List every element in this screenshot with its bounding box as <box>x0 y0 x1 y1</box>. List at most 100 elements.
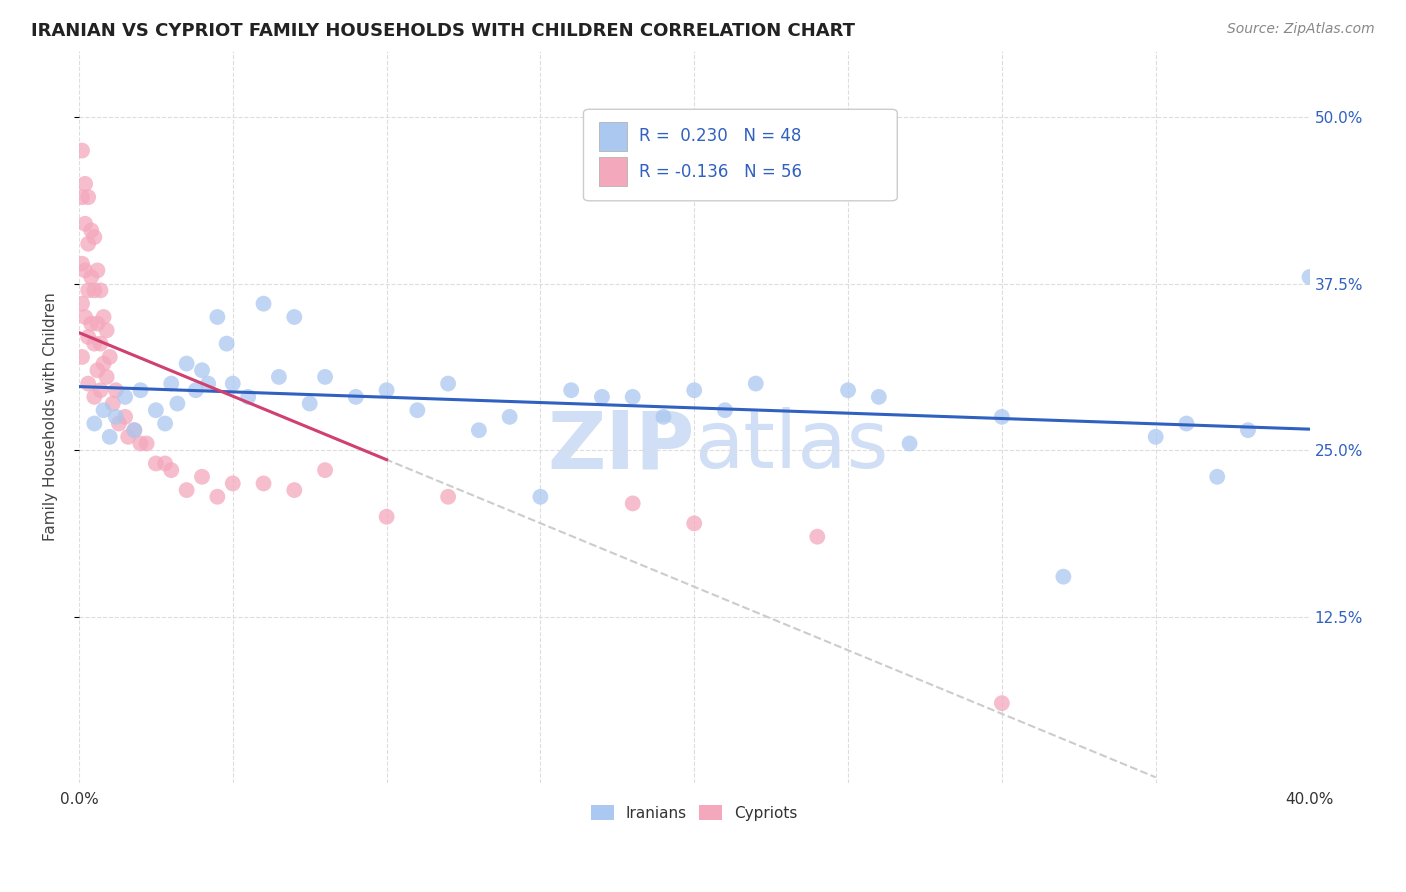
Point <box>222 376 245 391</box>
Point <box>117 430 139 444</box>
Point <box>80 317 103 331</box>
Point <box>114 390 136 404</box>
Point <box>184 383 207 397</box>
Point <box>283 483 305 497</box>
Point <box>70 190 93 204</box>
Point <box>1144 430 1167 444</box>
Point <box>75 310 97 324</box>
Point <box>96 323 118 337</box>
Text: R = -0.136   N = 56: R = -0.136 N = 56 <box>638 163 801 181</box>
Point <box>160 376 183 391</box>
Point <box>621 496 644 510</box>
Point <box>1206 470 1229 484</box>
Point <box>77 236 100 251</box>
Point <box>991 696 1014 710</box>
Text: IRANIAN VS CYPRIOT FAMILY HOUSEHOLDS WITH CHILDREN CORRELATION CHART: IRANIAN VS CYPRIOT FAMILY HOUSEHOLDS WIT… <box>31 22 855 40</box>
Y-axis label: Family Households with Children: Family Households with Children <box>44 293 58 541</box>
Point <box>621 390 644 404</box>
Point <box>1052 569 1074 583</box>
Point <box>375 383 398 397</box>
Point <box>406 403 429 417</box>
Point <box>714 403 737 417</box>
Point <box>437 376 460 391</box>
Point <box>252 476 274 491</box>
Point <box>837 383 859 397</box>
Point <box>267 370 290 384</box>
Point <box>498 409 520 424</box>
Point <box>191 363 214 377</box>
Point <box>252 296 274 310</box>
Point <box>80 223 103 237</box>
Point <box>77 330 100 344</box>
Point <box>222 476 245 491</box>
Point <box>806 530 828 544</box>
Text: atlas: atlas <box>695 407 889 485</box>
Point <box>70 350 93 364</box>
Point <box>70 296 93 310</box>
Point <box>1175 417 1198 431</box>
Point <box>176 357 198 371</box>
Point <box>215 336 238 351</box>
Point <box>80 270 103 285</box>
Point <box>83 284 105 298</box>
Point <box>314 370 336 384</box>
Point <box>375 509 398 524</box>
Point <box>83 230 105 244</box>
Point <box>135 436 157 450</box>
Point <box>207 490 229 504</box>
Point <box>652 409 675 424</box>
Point <box>868 390 890 404</box>
Text: R =  0.230   N = 48: R = 0.230 N = 48 <box>638 128 801 145</box>
Point <box>108 417 131 431</box>
Point <box>75 263 97 277</box>
Point <box>236 390 259 404</box>
Point <box>77 284 100 298</box>
Point <box>98 350 121 364</box>
FancyBboxPatch shape <box>599 121 627 151</box>
Point <box>197 376 219 391</box>
Point <box>745 376 768 391</box>
Point <box>207 310 229 324</box>
Point <box>898 436 921 450</box>
Point <box>129 383 152 397</box>
Text: Source: ZipAtlas.com: Source: ZipAtlas.com <box>1227 22 1375 37</box>
Point <box>591 390 613 404</box>
Point <box>77 190 100 204</box>
Point <box>991 409 1014 424</box>
Point <box>70 144 93 158</box>
Point <box>93 357 115 371</box>
Point <box>529 490 551 504</box>
Point <box>191 470 214 484</box>
Point <box>145 457 167 471</box>
Point <box>124 423 146 437</box>
Point <box>75 217 97 231</box>
Point <box>89 336 111 351</box>
Point <box>1237 423 1260 437</box>
Point <box>437 490 460 504</box>
Point <box>96 370 118 384</box>
Point <box>114 409 136 424</box>
Point <box>468 423 491 437</box>
Point <box>93 403 115 417</box>
Point <box>683 383 706 397</box>
Point <box>98 430 121 444</box>
Point <box>129 436 152 450</box>
Point <box>153 457 176 471</box>
Point <box>83 417 105 431</box>
Point <box>83 336 105 351</box>
Legend: Iranians, Cypriots: Iranians, Cypriots <box>585 798 804 827</box>
Point <box>683 516 706 531</box>
Point <box>560 383 582 397</box>
Point <box>83 390 105 404</box>
Point <box>89 284 111 298</box>
Text: ZIP: ZIP <box>547 407 695 485</box>
Point <box>314 463 336 477</box>
Point <box>298 396 321 410</box>
Point <box>153 417 176 431</box>
Point <box>101 396 124 410</box>
Point <box>145 403 167 417</box>
Point <box>75 177 97 191</box>
Point <box>86 317 108 331</box>
FancyBboxPatch shape <box>599 157 627 186</box>
Point <box>77 376 100 391</box>
